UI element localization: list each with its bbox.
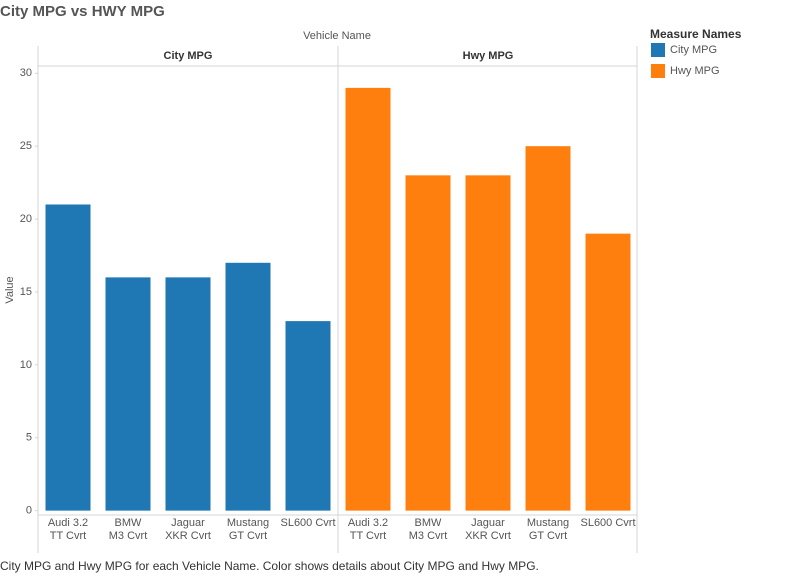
caption: City MPG and Hwy MPG for each Vehicle Na… bbox=[0, 559, 539, 573]
y-tick-label: 10 bbox=[20, 359, 32, 371]
y-tick-label: 30 bbox=[20, 67, 32, 79]
bar bbox=[165, 277, 211, 511]
y-tick-label: 20 bbox=[20, 213, 32, 225]
x-tick-label: Audi 3.2 TT Cvrt bbox=[48, 517, 88, 542]
x-tick-label: SL600 Cvrt bbox=[580, 517, 635, 529]
bar bbox=[465, 175, 511, 511]
bar bbox=[585, 233, 631, 511]
x-tick-label: BMW M3 Cvrt bbox=[109, 517, 148, 542]
bar bbox=[405, 175, 451, 511]
y-tick-label: 5 bbox=[26, 432, 32, 444]
y-tick-label: 25 bbox=[20, 140, 32, 152]
bar bbox=[525, 146, 571, 511]
legend-label: Hwy MPG bbox=[670, 65, 720, 77]
legend-title: Measure Names bbox=[650, 27, 742, 41]
legend-label: City MPG bbox=[670, 44, 717, 56]
x-tick-label: Jaguar XKR Cvrt bbox=[465, 517, 511, 542]
pane-header: City MPG bbox=[164, 50, 213, 62]
pane-header: Hwy MPG bbox=[463, 50, 514, 62]
legend-swatch bbox=[651, 43, 665, 57]
y-axis-label: Value bbox=[4, 276, 16, 303]
y-tick-label: 15 bbox=[20, 286, 32, 298]
x-tick-label: Mustang GT Cvrt bbox=[227, 517, 269, 542]
column-header: Vehicle Name bbox=[303, 30, 371, 42]
x-tick-label: Audi 3.2 TT Cvrt bbox=[348, 517, 388, 542]
x-tick-label: Jaguar XKR Cvrt bbox=[165, 517, 211, 542]
y-tick-label: 0 bbox=[26, 505, 32, 517]
chart-title: City MPG vs HWY MPG bbox=[0, 3, 165, 20]
bar bbox=[285, 321, 331, 511]
x-tick-label: SL600 Cvrt bbox=[280, 517, 335, 529]
x-tick-label: BMW M3 Cvrt bbox=[409, 517, 448, 542]
bar bbox=[45, 204, 91, 511]
legend-swatch bbox=[651, 64, 665, 78]
bar bbox=[345, 87, 391, 511]
bar bbox=[105, 277, 151, 511]
x-tick-label: Mustang GT Cvrt bbox=[527, 517, 569, 542]
bar bbox=[225, 262, 271, 511]
